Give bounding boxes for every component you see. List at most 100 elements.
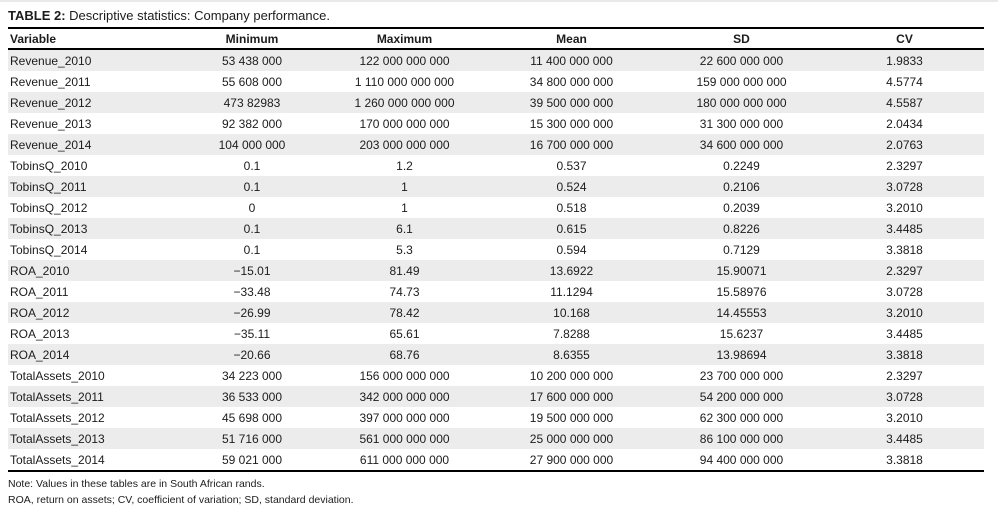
table-caption: TABLE 2: Descriptive statistics: Company… xyxy=(8,7,984,29)
cell-max: 65.61 xyxy=(389,326,420,341)
cell-max: 6.1 xyxy=(396,221,413,236)
cell-variable: ROA_2011 xyxy=(10,284,69,299)
table-row: Revenue_2012 473 82983 1 260 000 000 000 39… xyxy=(8,92,984,113)
cell-max: 78.42 xyxy=(389,305,420,320)
table-caption-label: TABLE 2: xyxy=(8,8,66,23)
cell-max: 81.49 xyxy=(389,263,420,278)
cell-min: 92 382 000 xyxy=(221,116,283,131)
column-header-sd: SD xyxy=(658,29,825,50)
cell-max: 1 xyxy=(401,179,408,194)
cell-max: 203 000 000 000 xyxy=(359,137,450,152)
cell-variable: ROA_2010 xyxy=(10,263,70,278)
cell-sd: 0.7129 xyxy=(723,242,760,257)
table-row: ROA_2011 −33.48 74.73 11.1294 15.58976 3.0728 xyxy=(8,281,984,302)
cell-max: 156 000 000 000 xyxy=(359,368,450,383)
cell-max: 122 000 000 000 xyxy=(359,53,450,68)
cell-sd: 31 300 000 000 xyxy=(699,116,784,131)
footnote-line: ROA, return on assets; CV, coefficient o… xyxy=(8,494,354,506)
cell-sd: 14.45553 xyxy=(716,305,767,320)
column-header-mean: Mean xyxy=(485,29,658,50)
table-row: TobinsQ_2011 0.1 1 0.524 0.2106 3.0728 xyxy=(8,176,984,197)
cell-cv: 3.0728 xyxy=(886,284,923,299)
cell-cv: 2.3297 xyxy=(886,368,923,383)
table-row: Revenue_2011 55 608 000 1 110 000 000 000 3… xyxy=(8,71,984,92)
cell-cv: 3.2010 xyxy=(886,305,923,320)
table-footnotes: Note: Values in these tables are in Sout… xyxy=(8,472,984,508)
cell-min: 0 xyxy=(248,200,256,215)
cell-variable: Revenue_2011 xyxy=(10,74,91,89)
cell-min: −15.01 xyxy=(233,263,271,278)
cell-mean: 25 000 000 000 xyxy=(529,431,614,446)
cell-variable: Revenue_2012 xyxy=(10,95,92,110)
table-row: ROA_2010 −15.01 81.49 13.6922 15.90071 2.3297 xyxy=(8,260,984,281)
cell-sd: 54 200 000 000 xyxy=(699,389,784,404)
cell-max: 74.73 xyxy=(389,284,420,299)
cell-cv: 3.4485 xyxy=(886,326,923,341)
cell-sd: 15.90071 xyxy=(716,263,767,278)
cell-variable: TotalAssets_2010 xyxy=(10,368,105,383)
cell-variable: ROA_2012 xyxy=(10,305,70,320)
cell-mean: 11 400 000 000 xyxy=(530,53,613,68)
cell-sd: 0.8226 xyxy=(723,221,760,236)
cell-mean: 27 900 000 000 xyxy=(529,452,614,467)
cell-min: 0.1 xyxy=(243,158,261,173)
table-row: TotalAssets_2012 45 698 000 397 000 000 00… xyxy=(8,407,984,428)
table-row: TobinsQ_2012 0 1 0.518 0.2039 3.2010 xyxy=(8,197,984,218)
cell-max: 1 260 000 000 000 xyxy=(354,95,455,110)
cell-mean: 39 500 000 000 xyxy=(529,95,614,110)
cell-cv: 3.4485 xyxy=(886,431,923,446)
table-row: Revenue_2014 104 000 000 203 000 000 000 16… xyxy=(8,134,984,155)
cell-variable: TobinsQ_2012 xyxy=(10,200,88,215)
cell-mean: 15 300 000 000 xyxy=(529,116,614,131)
cell-mean: 0.615 xyxy=(556,221,587,236)
cell-mean: 13.6922 xyxy=(549,263,594,278)
cell-variable: Revenue_2010 xyxy=(10,53,92,68)
table-row: ROA_2014 −20.66 68.76 8.6355 13.98694 3.3818 xyxy=(8,344,984,365)
cell-cv: 3.2010 xyxy=(886,200,923,215)
table-row: Revenue_2010 53 438 000 122 000 000 000 11 … xyxy=(8,49,984,71)
cell-min: 0.1 xyxy=(243,221,261,236)
column-header-maximum: Maximum xyxy=(324,29,485,50)
table-row: TobinsQ_2013 0.1 6.1 0.615 0.8226 3.4485 xyxy=(8,218,984,239)
cell-mean: 8.6355 xyxy=(553,347,590,362)
cell-sd: 13.98694 xyxy=(716,347,767,362)
cell-variable: ROA_2013 xyxy=(10,326,70,341)
cell-mean: 0.537 xyxy=(556,158,587,173)
cell-sd: 15.6237 xyxy=(719,326,764,341)
cell-cv: 2.0763 xyxy=(886,137,923,152)
table-row: ROA_2012 −26.99 78.42 10.168 14.45553 3.2010 xyxy=(8,302,984,323)
table-caption-text: Descriptive statistics: Company performa… xyxy=(69,8,330,23)
cell-mean: 0.594 xyxy=(556,242,587,257)
table-row: TotalAssets_2010 34 223 000 156 000 000 00… xyxy=(8,365,984,386)
cell-variable: TotalAssets_2011 xyxy=(10,389,104,404)
cell-max: 1 xyxy=(401,200,408,215)
cell-cv: 2.3297 xyxy=(886,158,923,173)
cell-variable: TobinsQ_2011 xyxy=(10,179,87,194)
cell-sd: 180 000 000 000 xyxy=(696,95,787,110)
cell-sd: 0.2039 xyxy=(723,200,760,215)
column-header-minimum: Minimum xyxy=(180,29,324,50)
cell-min: 36 533 000 xyxy=(221,389,283,404)
cell-max: 611 000 000 000 xyxy=(359,452,450,467)
cell-sd: 62 300 000 000 xyxy=(699,410,784,425)
cell-sd: 22 600 000 000 xyxy=(699,53,784,68)
cell-cv: 1.9833 xyxy=(886,53,923,68)
cell-sd: 23 700 000 000 xyxy=(699,368,784,383)
cell-mean: 34 800 000 000 xyxy=(529,74,614,89)
cell-mean: 17 600 000 000 xyxy=(529,389,614,404)
cell-min: 34 223 000 xyxy=(221,368,283,383)
descriptive-statistics-table: Variable Minimum Maximum Mean SD CV Revenue_2… xyxy=(8,29,984,472)
cell-max: 5.3 xyxy=(396,242,413,257)
table-row: TotalAssets_2014 59 021 000 611 000 000 00… xyxy=(8,449,984,471)
table-row: ROA_2013 −35.11 65.61 7.8288 15.6237 3.4485 xyxy=(8,323,984,344)
cell-min: 473 82983 xyxy=(223,95,281,110)
cell-sd: 159 000 000 000 xyxy=(696,74,787,89)
table-row: TobinsQ_2010 0.1 1.2 0.537 0.2249 2.3297 xyxy=(8,155,984,176)
cell-mean: 16 700 000 000 xyxy=(529,137,614,152)
cell-mean: 7.8288 xyxy=(553,326,590,341)
cell-min: 59 021 000 xyxy=(221,452,283,467)
table-row: TotalAssets_2011 36 533 000 342 000 000 00… xyxy=(8,386,984,407)
cell-min: 0.1 xyxy=(243,242,261,257)
cell-max: 1.2 xyxy=(396,158,413,173)
